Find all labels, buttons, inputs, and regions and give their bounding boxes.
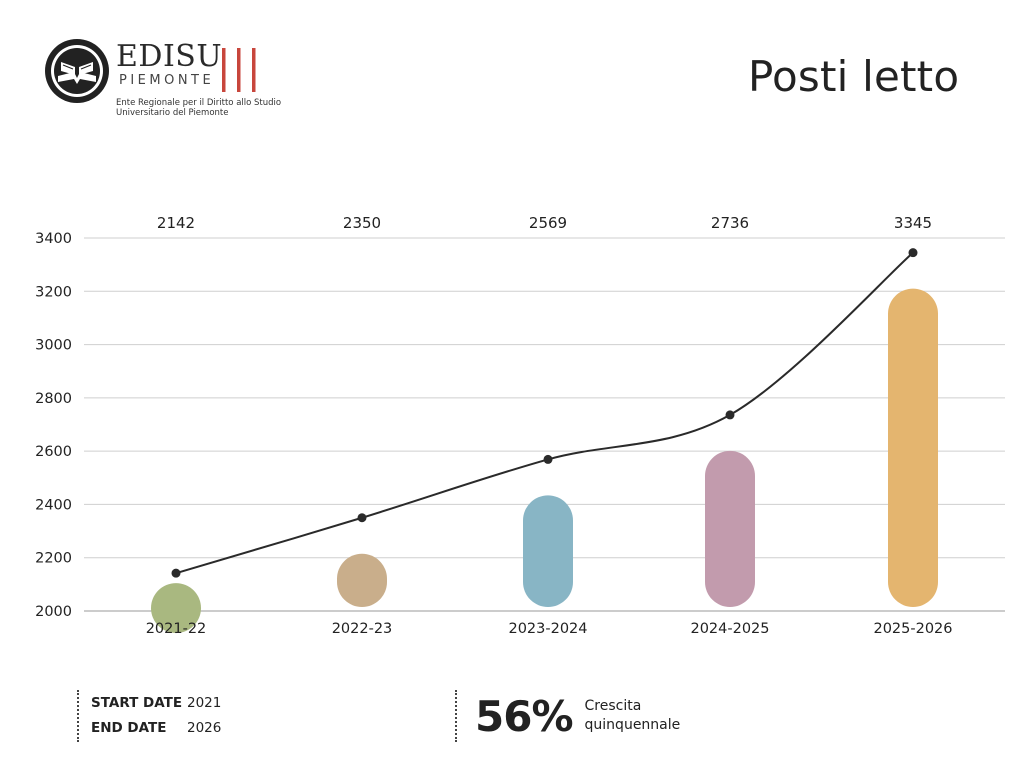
start-date-value: 2021: [187, 694, 222, 711]
growth-caption-line-2: quinquennale: [584, 717, 681, 733]
growth-caption-line-1: Crescita: [584, 698, 642, 714]
page-title: Posti letto: [748, 52, 960, 101]
y-tick-label: 2200: [35, 551, 72, 567]
data-point: [171, 568, 181, 578]
growth-summary: 56% Crescita quinquennale: [455, 690, 695, 742]
data-label: 2350: [343, 214, 381, 232]
logo: EDISU PIEMONTE Ente Regionale per il Dir…: [44, 38, 284, 120]
logo-subtitle: PIEMONTE: [119, 73, 215, 88]
y-tick-label: 2600: [35, 444, 72, 460]
growth-caption: Crescita quinquennale: [585, 697, 695, 735]
data-label: 2736: [711, 214, 749, 232]
y-tick-label: 2400: [35, 497, 72, 513]
x-tick-label: 2024-2025: [690, 621, 769, 637]
x-tick-label: 2021-22: [146, 621, 207, 637]
date-range: START DATE 2021 END DATE 2026: [77, 690, 221, 742]
data-point: [357, 513, 367, 523]
bar: [705, 450, 755, 607]
y-tick-label: 3000: [35, 338, 72, 354]
logo-name: EDISU: [116, 39, 223, 74]
bar: [151, 583, 201, 634]
y-tick-label: 3200: [35, 284, 72, 300]
bar: [888, 288, 938, 607]
data-label: 3345: [894, 214, 932, 232]
bar: [523, 495, 573, 607]
y-tick-label: 2000: [35, 604, 72, 620]
start-date-label: START DATE: [91, 694, 183, 711]
data-label: 2142: [157, 214, 195, 232]
logo-description: Ente Regionale per il Diritto allo Studi…: [116, 98, 282, 118]
x-tick-label: 2025-2026: [873, 621, 952, 637]
data-point: [908, 248, 918, 258]
growth-percentage: 56%: [475, 691, 574, 741]
logo-bars-icon: [222, 48, 256, 92]
bar: [337, 553, 387, 607]
data-point: [543, 454, 553, 464]
y-tick-label: 2800: [35, 391, 72, 407]
y-tick-label: 3400: [35, 231, 72, 247]
x-tick-label: 2023-2024: [508, 621, 587, 637]
data-point: [725, 410, 735, 420]
end-date-label: END DATE: [91, 719, 167, 736]
data-label: 2569: [529, 214, 567, 232]
end-date-value: 2026: [187, 719, 222, 736]
book-emblem-icon: [45, 39, 109, 103]
x-tick-label: 2022-23: [332, 621, 393, 637]
